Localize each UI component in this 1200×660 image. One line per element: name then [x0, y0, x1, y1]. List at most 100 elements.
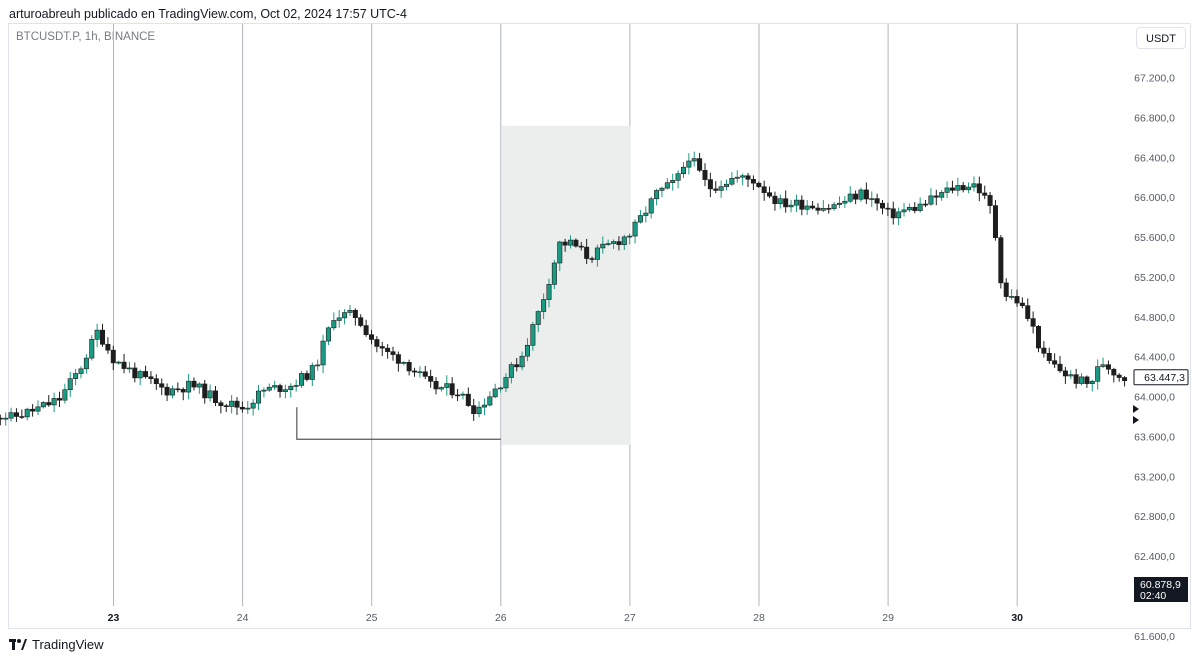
- candle: [100, 323, 106, 347]
- candle: [713, 181, 719, 194]
- candle-body: [863, 189, 869, 200]
- candle: [352, 308, 358, 326]
- candle-body: [734, 176, 740, 179]
- candle-body: [8, 412, 14, 419]
- candle-body: [1046, 353, 1052, 361]
- candle: [729, 172, 735, 186]
- candle: [686, 153, 692, 175]
- candle-body: [1052, 360, 1058, 365]
- candle-body: [594, 247, 600, 260]
- candle-body: [137, 371, 143, 379]
- candle-body: [164, 386, 170, 396]
- candle-body: [315, 364, 321, 367]
- candle-body: [100, 329, 106, 345]
- candle: [923, 199, 929, 208]
- candle: [272, 380, 278, 391]
- candle: [1089, 379, 1095, 392]
- candle: [820, 200, 826, 213]
- candle-body: [277, 385, 283, 392]
- candle: [933, 189, 939, 206]
- candle-body: [896, 211, 902, 219]
- candle: [83, 354, 89, 374]
- candle: [546, 278, 552, 308]
- candle-body: [955, 185, 961, 191]
- candle-body: [320, 340, 326, 366]
- candle-body: [750, 178, 756, 184]
- candle: [966, 182, 972, 194]
- candle: [234, 397, 240, 415]
- candle: [1073, 368, 1079, 389]
- candle: [842, 196, 848, 208]
- candle-body: [853, 193, 859, 200]
- candle: [288, 383, 294, 398]
- candle-body: [724, 183, 730, 187]
- candle: [89, 335, 95, 361]
- candle-body: [616, 241, 622, 245]
- candle-body: [1084, 376, 1090, 384]
- candle: [126, 361, 132, 374]
- candle-body: [928, 195, 934, 205]
- candle: [121, 353, 127, 374]
- candle-body: [960, 185, 966, 191]
- candle-body: [304, 373, 310, 380]
- candle: [955, 177, 961, 197]
- candle: [697, 152, 703, 173]
- candle-body: [514, 364, 520, 368]
- candle-body: [600, 243, 606, 249]
- time-tick-25: 25: [366, 612, 378, 624]
- candle: [917, 197, 923, 213]
- candle: [186, 373, 192, 400]
- candle-body: [804, 205, 810, 210]
- candle: [767, 186, 773, 199]
- candle: [422, 366, 428, 380]
- candle: [740, 173, 746, 186]
- candle-body: [713, 188, 719, 191]
- candle: [191, 377, 197, 391]
- candle: [492, 383, 498, 399]
- tradingview-logo[interactable]: TradingView: [9, 637, 104, 652]
- crosshair-price-label: 60.878,9: [1140, 579, 1181, 591]
- candle-body: [568, 239, 574, 246]
- candle: [664, 178, 670, 190]
- currency-button[interactable]: USDT: [1136, 27, 1186, 49]
- candle: [315, 359, 321, 371]
- candle: [309, 362, 315, 387]
- candle-body: [13, 412, 19, 417]
- candle-body: [869, 198, 875, 200]
- candle-body: [422, 371, 428, 377]
- candle-body: [212, 390, 218, 404]
- candle-body: [256, 390, 262, 404]
- candle-body: [492, 388, 498, 398]
- candle-body: [180, 389, 186, 393]
- candle: [67, 371, 73, 397]
- candle-body: [675, 173, 681, 181]
- candle-body: [686, 160, 692, 168]
- candle: [896, 207, 902, 226]
- candle: [299, 370, 305, 388]
- time-axis: 23 24 25 26 27 28 29 30: [108, 612, 1024, 624]
- candle: [218, 400, 224, 414]
- candle-body: [637, 215, 643, 223]
- chart-frame: [8, 23, 1191, 629]
- candle-body: [901, 209, 907, 213]
- candle: [449, 377, 455, 399]
- candle: [223, 403, 229, 412]
- candle-body: [648, 198, 654, 214]
- candle: [1095, 359, 1101, 390]
- candle: [245, 400, 251, 415]
- candle: [148, 371, 154, 384]
- candle-body: [971, 183, 977, 188]
- candle: [390, 346, 396, 361]
- candle-body: [944, 187, 950, 193]
- publisher-header: arturoabreuh publicado en TradingView.co…: [9, 7, 407, 21]
- candle-body: [836, 202, 842, 205]
- candle: [385, 344, 391, 359]
- candle: [680, 161, 686, 179]
- candle: [589, 256, 595, 263]
- candle: [632, 219, 638, 244]
- candle-body: [175, 388, 181, 391]
- candle: [229, 395, 235, 414]
- candle-body: [309, 365, 315, 380]
- candle-body: [455, 394, 461, 397]
